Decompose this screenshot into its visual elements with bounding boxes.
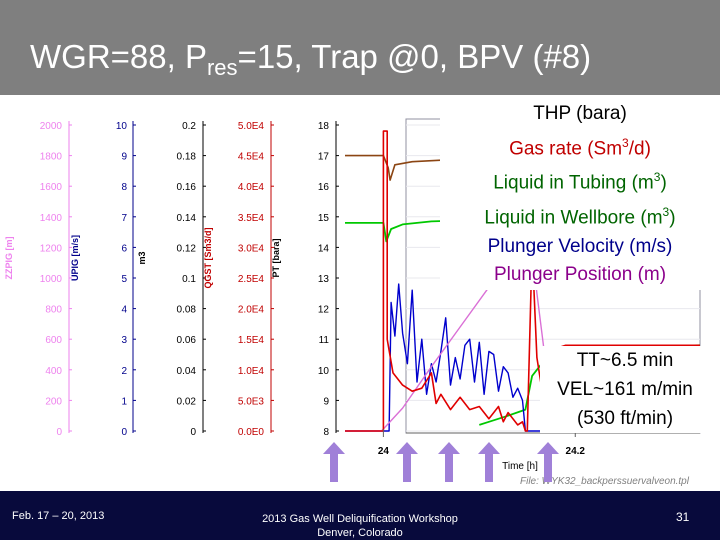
m3-tick-label: 0.06	[177, 335, 197, 346]
m3-tick-label: 0.16	[177, 182, 197, 193]
zzpig-axis-title: ZZPIG [m]	[4, 237, 14, 280]
footer-date: Feb. 17 – 20, 2013	[12, 510, 105, 522]
pt-tick-label: 18	[318, 121, 330, 132]
qgst-tick-label: 2.0E4	[238, 305, 265, 316]
legend-entry: Plunger Position (m)	[493, 264, 667, 286]
m3-tick-label: 0.1	[182, 274, 196, 285]
annotation-line-3: (530 ft/min)	[576, 408, 674, 429]
arrow-up-icon	[537, 442, 559, 482]
qgst-tick-label: 5.0E3	[238, 396, 265, 407]
m3-tick-label: 0	[190, 427, 196, 438]
pt-tick-label: 9	[323, 396, 329, 407]
legend-entry: Liquid in Wellbore (m3)	[484, 205, 676, 229]
qgst-tick-label: 2.5E4	[238, 274, 265, 285]
pt-tick-label: 8	[323, 427, 329, 438]
workshop-location: Denver, Colorado	[317, 527, 403, 539]
x-tick-label: 24	[378, 446, 390, 457]
m3-tick-label: 0.12	[177, 243, 197, 254]
pt-tick-label: 11	[319, 335, 330, 346]
pt-tick-label: 17	[318, 152, 330, 163]
zzpig-tick-label: 1400	[40, 213, 63, 224]
zzpig-tick-label: 1600	[40, 182, 63, 193]
qgst-tick-label: 4.0E4	[238, 182, 265, 193]
footer: Feb. 17 – 20, 2013 2013 Gas Well Deliqui…	[0, 491, 720, 540]
annotation-line-1: TT~6.5 min	[576, 350, 674, 371]
m3-tick-label: 0.04	[177, 366, 197, 377]
legend: THP (bara) Gas rate (Sm3/d) Liquid in Tubi…	[440, 100, 720, 290]
footer-workshop: 2013 Gas Well Deliquification Workshop D…	[210, 512, 510, 540]
arrow-up-icon	[478, 442, 500, 482]
pt-axis-title: PT [bara]	[271, 238, 281, 277]
x-tick-label: 24.2	[566, 446, 586, 457]
pt-tick-label: 15	[318, 213, 330, 224]
legend-entry: Plunger Velocity (m/s)	[487, 235, 673, 257]
workshop-name: 2013 Gas Well Deliquification Workshop	[262, 513, 458, 525]
upig-tick-label: 2	[121, 366, 127, 377]
file-label: File: WYK32_backperssuervalveon.tpl	[520, 476, 689, 487]
pt-tick-label: 16	[318, 182, 330, 193]
upig-axis-title: UPIG [m/s]	[70, 235, 80, 281]
upig-tick-label: 5	[121, 274, 127, 285]
legend-entry: Gas rate (Sm3/d)	[509, 135, 651, 159]
upig-tick-label: 3	[121, 335, 127, 346]
qgst-tick-label: 3.0E4	[238, 243, 265, 254]
arrow-up-icon	[438, 442, 460, 482]
zzpig-tick-label: 400	[45, 366, 62, 377]
m3-tick-label: 0.02	[177, 396, 197, 407]
zzpig-tick-label: 1000	[40, 274, 63, 285]
title-bar: WGR=88, Pres=15, Trap @0, BPV (#8)	[0, 0, 720, 95]
m3-tick-label: 0.08	[177, 305, 197, 316]
upig-tick-label: 9	[121, 152, 127, 163]
legend-entry: Liquid in Tubing (m3)	[493, 170, 667, 194]
qgst-axis-title: QGST [Sm3/d]	[203, 227, 213, 288]
annotation-line-2: VEL~161 m/min	[557, 379, 693, 400]
upig-tick-label: 6	[121, 243, 127, 254]
upig-tick-label: 10	[116, 121, 128, 132]
qgst-tick-label: 5.0E4	[238, 121, 265, 132]
qgst-tick-label: 4.5E4	[238, 152, 265, 163]
qgst-tick-label: 3.5E4	[238, 213, 265, 224]
zzpig-tick-label: 1200	[40, 243, 63, 254]
legend-entry: THP (bara)	[533, 103, 627, 124]
qgst-tick-label: 0.0E0	[238, 427, 265, 438]
zzpig-tick-label: 0	[56, 427, 62, 438]
upig-tick-label: 8	[121, 182, 127, 193]
m3-tick-label: 0.14	[177, 213, 197, 224]
m3-tick-label: 0.2	[182, 121, 196, 132]
arrow-up-icon	[396, 442, 418, 482]
page-number: 31	[676, 510, 690, 524]
zzpig-tick-label: 800	[45, 305, 62, 316]
upig-tick-label: 4	[121, 305, 127, 316]
upig-tick-label: 7	[121, 213, 127, 224]
upig-tick-label: 1	[121, 396, 127, 407]
upig-tick-label: 0	[121, 427, 127, 438]
pt-tick-label: 14	[318, 243, 330, 254]
qgst-tick-label: 1.0E4	[238, 366, 265, 377]
slide-title: WGR=88, Pres=15, Trap @0, BPV (#8)	[30, 38, 592, 80]
series-plunger_velocity	[345, 283, 700, 432]
travel-time-annotation: TT~6.5 min VEL~161 m/min (530 ft/min)	[540, 346, 710, 433]
pt-tick-label: 12	[318, 305, 330, 316]
qgst-tick-label: 1.5E4	[238, 335, 265, 346]
arrow-up-icon	[323, 442, 345, 482]
x-axis-title: Time [h]	[502, 461, 538, 472]
zzpig-tick-label: 1800	[40, 152, 63, 163]
m3-axis-title: m3	[137, 251, 147, 264]
zzpig-tick-label: 2000	[40, 121, 63, 132]
pt-tick-label: 13	[318, 274, 330, 285]
zzpig-tick-label: 200	[45, 396, 62, 407]
pt-tick-label: 10	[318, 366, 330, 377]
zzpig-tick-label: 600	[45, 335, 62, 346]
m3-tick-label: 0.18	[177, 152, 197, 163]
